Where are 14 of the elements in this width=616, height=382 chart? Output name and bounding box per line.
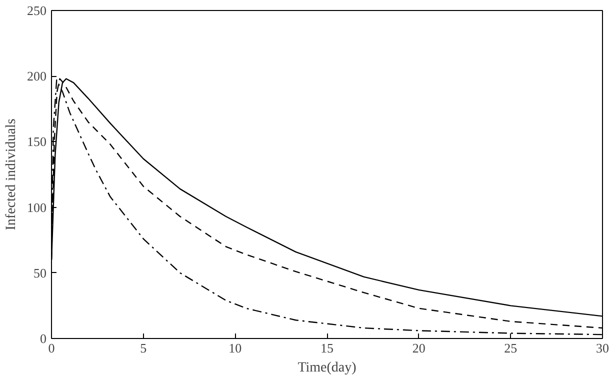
x-axis-title: Time(day) — [298, 360, 357, 376]
x-tick-label: 30 — [596, 340, 609, 356]
x-tick-label: 25 — [504, 340, 518, 356]
y-tick-label: 150 — [27, 134, 46, 150]
y-axis-title: Infected individuals — [4, 118, 19, 230]
y-tick-label: 50 — [34, 265, 46, 280]
y-tick-label: 200 — [27, 68, 46, 84]
x-tick-label: 20 — [412, 340, 426, 356]
x-tick-label: 10 — [228, 340, 242, 356]
y-tick-label: 250 — [27, 3, 46, 18]
x-tick-label: 5 — [140, 340, 147, 356]
x-tick-label: 15 — [320, 340, 334, 356]
y-tick-label: 100 — [27, 200, 46, 215]
y-tick-label: 0 — [40, 331, 46, 346]
